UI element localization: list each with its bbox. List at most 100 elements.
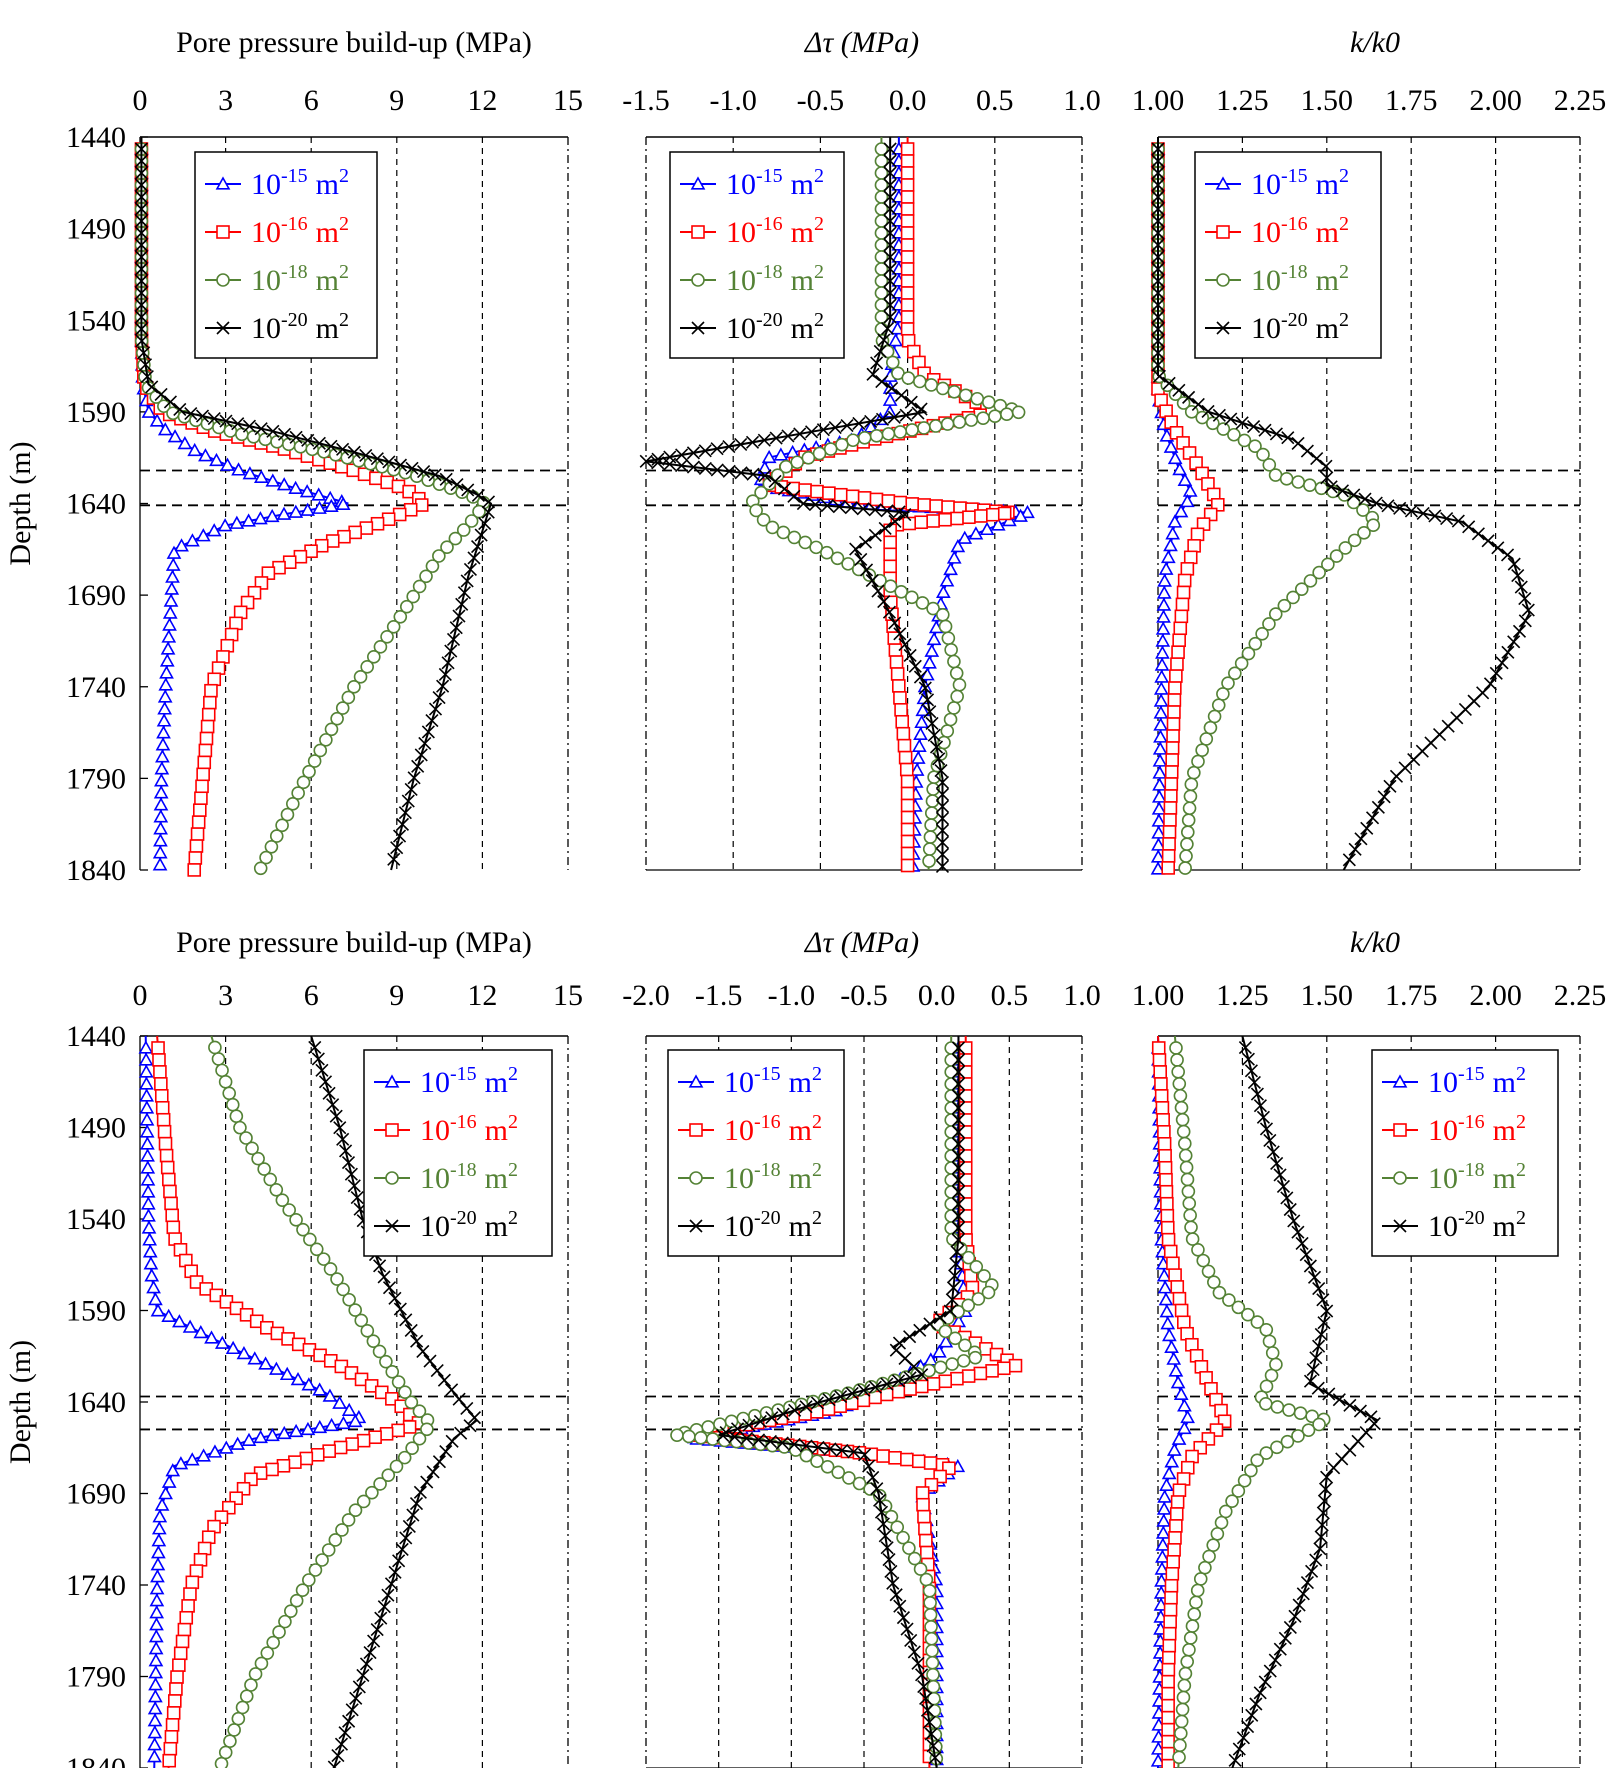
data-point bbox=[233, 1120, 247, 1135]
data-point bbox=[1268, 468, 1283, 482]
data-point bbox=[923, 1595, 937, 1610]
data-point bbox=[958, 1197, 973, 1211]
legend-exponent: -15 bbox=[281, 165, 308, 187]
data-point bbox=[1162, 837, 1176, 851]
data-point bbox=[1167, 693, 1182, 707]
x-tick-label: 1.75 bbox=[1385, 979, 1438, 1012]
data-point bbox=[399, 1313, 413, 1327]
data-point bbox=[923, 1456, 938, 1470]
data-point bbox=[308, 1040, 322, 1055]
data-point bbox=[455, 597, 469, 611]
data-point bbox=[958, 388, 973, 403]
data-point bbox=[1315, 1518, 1329, 1532]
data-point bbox=[893, 627, 907, 641]
data-point bbox=[165, 557, 181, 571]
data-point bbox=[922, 854, 936, 868]
data-point bbox=[935, 847, 950, 862]
data-point bbox=[440, 540, 454, 555]
data-point bbox=[1283, 1202, 1297, 1217]
data-point bbox=[1202, 1549, 1216, 1564]
data-point bbox=[336, 1415, 351, 1430]
legend-unit-exponent: 2 bbox=[1516, 1111, 1526, 1133]
data-point bbox=[1182, 1643, 1196, 1657]
legend-entry: 10-20 m2 bbox=[726, 309, 824, 345]
data-point bbox=[852, 416, 866, 431]
data-point bbox=[1154, 1089, 1169, 1103]
x-tick-label: -1.5 bbox=[622, 84, 670, 117]
data-point bbox=[885, 381, 899, 396]
data-point bbox=[858, 1448, 872, 1462]
legend-exponent: -15 bbox=[756, 165, 783, 187]
data-point bbox=[420, 1475, 434, 1489]
data-point bbox=[883, 154, 897, 168]
data-point bbox=[154, 761, 170, 775]
data-point bbox=[1314, 1530, 1328, 1544]
data-point bbox=[332, 1395, 347, 1409]
top-delta-tau-panel: Δτ (MPa)-1.5 -1.0 -0.5 0.0 0.5 1.010-15 m210-1… bbox=[622, 26, 1101, 874]
data-point bbox=[950, 689, 964, 704]
data-point bbox=[958, 1338, 972, 1353]
data-point bbox=[888, 1450, 902, 1465]
data-point bbox=[1292, 1598, 1306, 1612]
data-point bbox=[370, 1623, 384, 1637]
data-point bbox=[299, 484, 315, 498]
data-point bbox=[883, 142, 897, 156]
data-point bbox=[333, 1440, 348, 1455]
data-point bbox=[900, 298, 915, 312]
data-point bbox=[1185, 1337, 1199, 1352]
data-point bbox=[166, 545, 182, 559]
data-point bbox=[682, 1429, 696, 1444]
data-point bbox=[147, 1737, 162, 1751]
data-point bbox=[880, 344, 895, 359]
data-point bbox=[1224, 412, 1238, 426]
data-point bbox=[870, 356, 884, 370]
legend-unit: m bbox=[1316, 216, 1339, 249]
data-point bbox=[917, 498, 931, 512]
data-point bbox=[452, 1392, 466, 1406]
data-point bbox=[140, 1136, 155, 1150]
data-point bbox=[1227, 427, 1241, 442]
data-point bbox=[1162, 1638, 1177, 1653]
legend-unit: m bbox=[1316, 312, 1339, 345]
legend-entry: 10-15 m2 bbox=[1428, 1063, 1526, 1099]
data-point bbox=[1163, 1602, 1178, 1617]
data-point bbox=[322, 1086, 336, 1100]
legend-base: 10 bbox=[726, 312, 756, 345]
data-point bbox=[934, 764, 948, 778]
data-point bbox=[979, 521, 995, 536]
data-point bbox=[918, 681, 932, 695]
data-point bbox=[822, 486, 836, 500]
data-point bbox=[859, 563, 874, 577]
data-point bbox=[1262, 458, 1277, 472]
data-point bbox=[154, 1077, 168, 1091]
x-tick-label: 1.00 bbox=[1132, 979, 1185, 1012]
data-point bbox=[958, 1209, 973, 1223]
data-point bbox=[1151, 250, 1165, 264]
data-point bbox=[1222, 1293, 1236, 1307]
data-point bbox=[1518, 591, 1532, 606]
x-tick-label: 1.00 bbox=[1132, 84, 1185, 117]
data-point bbox=[1151, 262, 1165, 276]
data-point bbox=[428, 702, 443, 716]
legend-unit: m bbox=[789, 1066, 812, 1099]
bottom-pore-pressure-panel: Pore pressure build-up (MPa)0 3 6 9 12 151440… bbox=[4, 926, 583, 1768]
data-point bbox=[961, 1369, 976, 1383]
legend-swatch-marker bbox=[1393, 1219, 1407, 1233]
data-point bbox=[908, 659, 922, 673]
data-point bbox=[1218, 1504, 1233, 1519]
data-point bbox=[441, 656, 455, 670]
data-point bbox=[968, 526, 984, 540]
data-point bbox=[922, 655, 937, 669]
data-point bbox=[275, 818, 289, 833]
data-point bbox=[338, 1726, 352, 1740]
data-point bbox=[193, 1324, 209, 1339]
data-point bbox=[1161, 1758, 1175, 1768]
data-point bbox=[329, 1109, 343, 1123]
data-point bbox=[916, 1497, 930, 1512]
data-point bbox=[134, 322, 148, 336]
legend-unit: m bbox=[316, 312, 339, 345]
legend-unit-exponent: 2 bbox=[508, 1063, 518, 1085]
data-point bbox=[1013, 508, 1028, 522]
x-tick-label: 0.5 bbox=[976, 84, 1014, 117]
